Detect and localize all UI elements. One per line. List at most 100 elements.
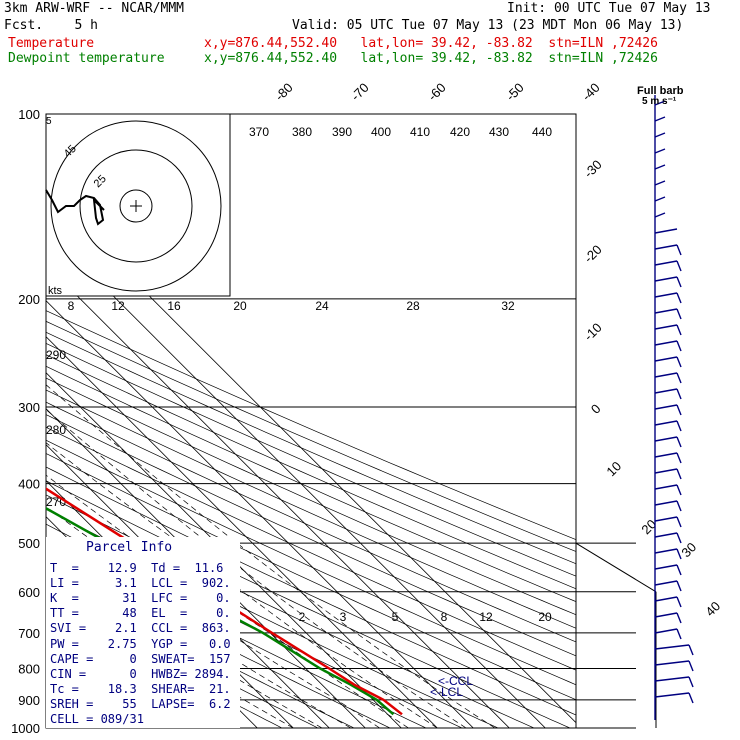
pressure-label: 900 bbox=[18, 693, 40, 708]
mixing-ratio-label: 8 bbox=[441, 610, 448, 624]
wind-barb bbox=[654, 148, 666, 154]
mixing-ratio-label: 24 bbox=[315, 299, 329, 313]
skewed-temp-label: -70 bbox=[348, 80, 372, 104]
wind-barb bbox=[654, 516, 678, 522]
parcel-info-row: SVI = 2.1 CCL = 863. bbox=[50, 621, 231, 636]
wind-barb bbox=[676, 356, 682, 368]
wind-barb bbox=[676, 340, 682, 352]
wind-barb bbox=[654, 388, 678, 394]
mixing-ratio-label: 12 bbox=[111, 299, 125, 313]
dry-adiabat bbox=[46, 439, 576, 686]
wind-barb bbox=[676, 276, 682, 288]
wind-barb bbox=[676, 420, 682, 432]
theta-label: 390 bbox=[332, 125, 352, 139]
wind-barb bbox=[676, 292, 682, 304]
wind-barb bbox=[654, 612, 678, 618]
hodograph-ring bbox=[50, 120, 222, 292]
wind-barb bbox=[688, 676, 694, 688]
theta-labels: 370 380 390 400 410 420 430 440 290 280 270 bbox=[46, 125, 552, 509]
wind-barb bbox=[654, 372, 678, 378]
mixing-ratio-label: 20 bbox=[233, 299, 247, 313]
pressure-label: 800 bbox=[18, 661, 40, 676]
pressure-label: 700 bbox=[18, 626, 40, 641]
pressure-label: 500 bbox=[18, 536, 40, 551]
dry-adiabat bbox=[46, 453, 576, 701]
wind-barb bbox=[654, 260, 678, 266]
parcel-info-row: Tc = 18.3 SHEAR= 21. bbox=[50, 681, 231, 696]
dry-adiabat bbox=[46, 354, 576, 590]
mixing-ratio-label: 5 bbox=[392, 610, 399, 624]
wind-barb bbox=[654, 468, 678, 474]
skewed-temp-label: -20 bbox=[581, 242, 605, 266]
mixing-ratio-label: 8 bbox=[68, 299, 75, 313]
mixing-ratio-label: 2 bbox=[299, 610, 306, 624]
wind-barb bbox=[654, 564, 678, 570]
wind-barb bbox=[654, 660, 690, 666]
temperature-legend: Temperature bbox=[8, 36, 95, 51]
full-barb-units: 5 m s⁻¹ bbox=[642, 96, 677, 107]
wind-barb bbox=[676, 532, 682, 544]
skewed-temp-label: -40 bbox=[579, 80, 603, 104]
pressure-label: 400 bbox=[18, 477, 40, 492]
wind-barb bbox=[654, 340, 678, 346]
wind-barb bbox=[676, 324, 682, 336]
parcel-info-row: CIN = 0 HWBZ= 2894. bbox=[50, 666, 231, 681]
wind-barb bbox=[654, 676, 690, 682]
dry-adiabat bbox=[46, 331, 576, 565]
pressure-label: 1000 bbox=[11, 721, 40, 736]
parcel-info-row: TT = 48 EL = 0. bbox=[50, 606, 231, 621]
wind-barb bbox=[654, 532, 678, 538]
theta-label: 370 bbox=[249, 125, 269, 139]
wind-barb bbox=[654, 436, 678, 442]
theta-label: 400 bbox=[371, 125, 391, 139]
wind-barb bbox=[654, 500, 678, 506]
wind-barb bbox=[676, 484, 682, 496]
wind-barb bbox=[676, 468, 682, 480]
parcel-info-row: K = 31 LFC = 0. bbox=[50, 591, 231, 606]
parcel-info-row: SREH = 55 LAPSE= 6.2 bbox=[50, 696, 231, 711]
dry-adiabat bbox=[46, 480, 571, 728]
parcel-info-row: T = 12.9 Td = 11.6 bbox=[50, 561, 224, 575]
hodograph-ring bbox=[119, 189, 153, 223]
wind-barb bbox=[688, 692, 694, 704]
wind-barb bbox=[654, 452, 678, 458]
full-barb-label: Full barb bbox=[637, 85, 684, 97]
dry-adiabat bbox=[46, 342, 576, 577]
wind-barb bbox=[654, 292, 678, 298]
dry-adiabat bbox=[46, 389, 576, 629]
isotherm bbox=[46, 336, 438, 728]
wind-barb bbox=[654, 580, 678, 586]
mixing-ratio-label: 32 bbox=[501, 299, 515, 313]
wind-barb bbox=[676, 244, 682, 256]
wind-barb bbox=[676, 580, 682, 592]
wind-barb bbox=[676, 548, 682, 560]
wind-barb bbox=[688, 660, 694, 672]
wind-barb bbox=[654, 484, 678, 490]
wind-barb bbox=[654, 420, 678, 426]
init-time: Init: 00 UTC Tue 07 May 13 bbox=[507, 1, 711, 16]
mixing-ratio-labels: 8 12 16 20 24 28 32 2 3 5 8 12 20 bbox=[68, 299, 552, 624]
wind-barb bbox=[654, 644, 690, 650]
wind-barb bbox=[654, 356, 678, 362]
hodograph-trace bbox=[45, 189, 105, 226]
theta-label: 410 bbox=[410, 125, 430, 139]
parcel-info-row: CAPE = 0 SWEAT= 157 bbox=[50, 651, 231, 666]
wind-barb bbox=[654, 692, 690, 698]
wind-barb bbox=[676, 628, 682, 640]
dry-adiabat bbox=[46, 414, 576, 657]
skewed-temp-label: -50 bbox=[503, 80, 527, 104]
parcel-info-row: CELL = 089/31 bbox=[50, 712, 144, 726]
dry-adiabat bbox=[46, 377, 576, 616]
dry-adiabat bbox=[46, 365, 576, 603]
wind-barb bbox=[654, 404, 678, 410]
theta-side-label: 270 bbox=[46, 495, 66, 509]
mixing-ratio-label: 3 bbox=[340, 610, 347, 624]
wind-barb bbox=[654, 212, 666, 218]
theta-label: 430 bbox=[489, 125, 509, 139]
dry-adiabat bbox=[46, 320, 576, 552]
wind-barb bbox=[676, 452, 682, 464]
panel-edge bbox=[575, 542, 657, 593]
temperature-line bbox=[46, 487, 403, 716]
wind-barbs bbox=[654, 95, 694, 720]
